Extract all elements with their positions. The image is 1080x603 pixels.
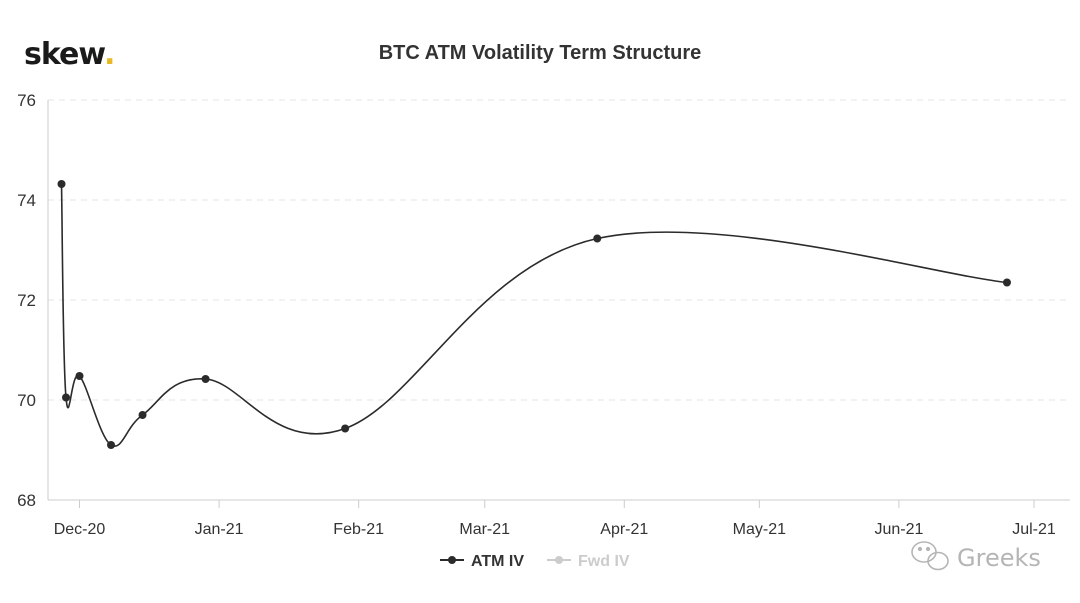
- chart-title: BTC ATM Volatility Term Structure: [379, 42, 702, 64]
- legend-label-atm-iv: ATM IV: [471, 553, 524, 570]
- brand-logo: skew .: [24, 37, 115, 72]
- legend: ATM IV Fwd IV: [440, 553, 630, 570]
- watermark: Greeks: [911, 541, 1041, 572]
- legend-label-fwd-iv: Fwd IV: [578, 553, 630, 570]
- data-point[interactable]: [138, 411, 147, 419]
- data-point[interactable]: [341, 424, 350, 433]
- wechat-icon: [911, 541, 949, 571]
- legend-swatch-marker: [555, 556, 563, 564]
- x-tick-label: Feb-21: [333, 521, 384, 538]
- legend-item-atm-iv[interactable]: ATM IV: [440, 553, 524, 570]
- y-tick-label: 68: [17, 491, 36, 510]
- brand-name: skew: [24, 37, 105, 72]
- data-point[interactable]: [593, 234, 602, 243]
- legend-swatch-marker: [448, 556, 456, 564]
- x-tick-label: Jul-21: [1012, 521, 1056, 538]
- data-point[interactable]: [107, 441, 116, 449]
- y-tick-label: 74: [17, 191, 36, 210]
- x-tick-label: Dec-20: [54, 521, 106, 538]
- y-tick-label: 70: [17, 391, 36, 410]
- x-axis-ticks: Dec-20 Jan-21 Feb-21 Mar-21 Apr-21 May-21 Jun-…: [54, 500, 1056, 538]
- y-tick-label: 76: [17, 91, 36, 110]
- x-tick-label: Jun-21: [874, 521, 923, 538]
- watermark-text: Greeks: [957, 544, 1041, 572]
- legend-item-fwd-iv[interactable]: Fwd IV: [547, 553, 630, 570]
- x-tick-label: May-21: [733, 521, 786, 538]
- y-axis-ticks: 68 70 72 74 76: [17, 91, 36, 510]
- brand-dot: .: [104, 37, 115, 72]
- x-tick-label: Mar-21: [459, 521, 510, 538]
- x-tick-label: Apr-21: [600, 521, 648, 538]
- data-point[interactable]: [62, 393, 71, 402]
- x-tick-label: Jan-21: [195, 521, 244, 538]
- gridlines: [48, 99, 1070, 401]
- series-line-atm-iv: [60, 183, 1008, 448]
- data-point[interactable]: [201, 375, 210, 383]
- data-point[interactable]: [75, 372, 84, 380]
- data-point[interactable]: [1002, 278, 1011, 287]
- series-points-atm-iv: [57, 180, 1011, 449]
- data-point[interactable]: [57, 180, 66, 188]
- y-tick-label: 72: [17, 291, 36, 310]
